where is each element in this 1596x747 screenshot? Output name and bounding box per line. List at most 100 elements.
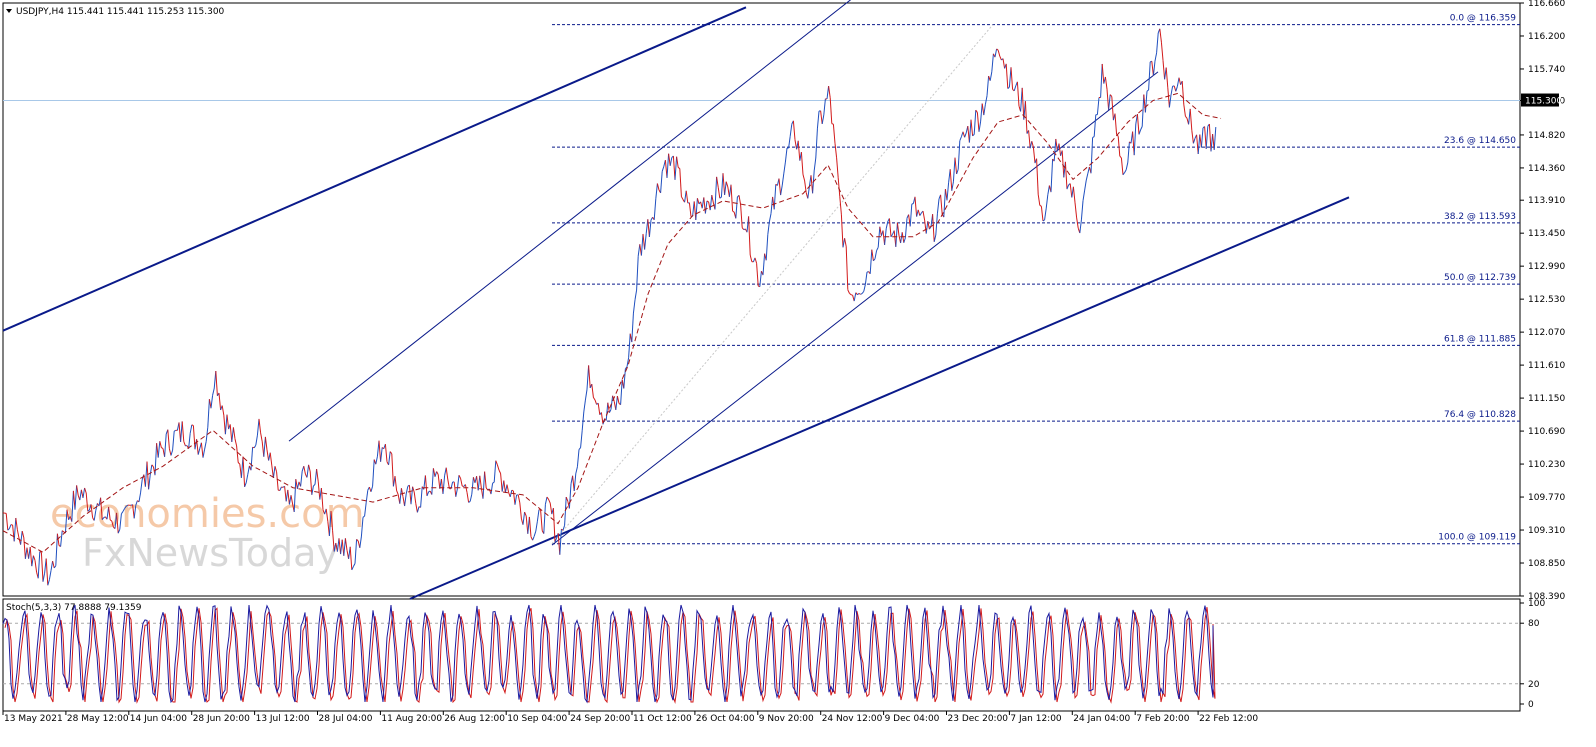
price-segment: [736, 197, 738, 218]
price-segment: [171, 450, 173, 455]
fib-level-label: 38.2 @ 113.593: [1444, 212, 1516, 222]
moving-average-line: [3, 93, 1221, 552]
price-segment: [353, 563, 355, 566]
price-segment: [1073, 187, 1075, 203]
price-segment: [216, 371, 218, 396]
price-segment: [645, 234, 647, 250]
price-segment: [718, 187, 720, 198]
price-segment: [581, 430, 583, 447]
price-segment: [270, 453, 272, 466]
price-segment: [723, 173, 725, 195]
price-segment: [515, 495, 517, 505]
price-tick-label: 113.910: [1528, 196, 1565, 206]
price-segment: [657, 183, 659, 190]
price-segment: [225, 415, 227, 435]
price-segment: [537, 510, 539, 522]
price-segment: [712, 195, 714, 203]
stoch-tick-label: 100: [1528, 599, 1545, 609]
time-tick-label: 9 Dec 04:00: [885, 714, 940, 724]
price-segment: [14, 518, 16, 541]
price-segment: [313, 484, 315, 486]
price-segment: [768, 222, 770, 235]
price-segment: [161, 448, 163, 449]
time-tick-label: 7 Feb 20:00: [1136, 714, 1190, 724]
price-segment: [304, 466, 306, 474]
price-segment: [301, 471, 303, 486]
price-segment: [261, 433, 263, 442]
price-segment: [56, 534, 58, 566]
price-segment: [421, 487, 423, 508]
price-segment: [267, 450, 269, 461]
price-segment: [1193, 138, 1195, 143]
price-segment: [467, 492, 469, 502]
fib-level-label: 100.0 @ 109.119: [1438, 533, 1516, 543]
price-segment: [848, 290, 850, 293]
price-segment: [933, 214, 935, 242]
price-segment: [465, 484, 467, 492]
time-tick-label: 13 Jul 12:00: [256, 714, 310, 724]
price-segment: [789, 136, 791, 148]
price-segment: [1141, 126, 1143, 129]
price-segment: [456, 489, 458, 497]
price-segment: [315, 469, 317, 484]
price-segment: [1163, 60, 1165, 79]
price-tick-label: 110.230: [1528, 460, 1565, 470]
price-segment: [53, 561, 55, 568]
price-segment: [616, 396, 618, 410]
time-tick-label: 7 Jan 12:00: [1010, 714, 1062, 724]
price-segment: [1128, 142, 1130, 163]
price-segment: [1121, 158, 1123, 175]
price-segment: [705, 201, 707, 214]
price-segment: [822, 115, 824, 124]
price-segment: [725, 182, 727, 195]
price-segment: [494, 461, 496, 482]
price-segment: [518, 495, 520, 503]
price-segment: [432, 468, 434, 494]
price-segment: [470, 494, 472, 501]
price-segment: [49, 571, 51, 580]
price-segment: [1037, 159, 1039, 195]
price-segment: [373, 460, 375, 487]
price-segment: [677, 157, 679, 168]
price-segment: [6, 513, 8, 530]
price-segment: [545, 497, 547, 504]
price-segment: [680, 169, 682, 197]
price-segment: [512, 490, 514, 491]
price-segment: [416, 504, 418, 513]
price-segment: [1003, 59, 1005, 69]
price-segment: [715, 177, 717, 210]
price-segment: [497, 465, 499, 470]
price-segment: [902, 232, 904, 242]
price-segment: [1185, 116, 1187, 118]
price-segment: [30, 547, 32, 566]
price-segment: [520, 503, 522, 519]
price-segment: [454, 482, 456, 497]
price-segment: [208, 399, 210, 427]
price-tick-label: 113.450: [1528, 229, 1565, 239]
price-segment: [158, 441, 160, 457]
price-segment: [1109, 95, 1111, 110]
price-segment: [1107, 89, 1109, 110]
price-segment: [1214, 127, 1216, 150]
price-segment: [237, 446, 239, 463]
price-segment: [1206, 126, 1208, 149]
price-segment: [1080, 220, 1082, 233]
price-tick-label: 111.150: [1528, 394, 1565, 404]
price-segment: [704, 197, 706, 213]
price-segment: [574, 474, 576, 491]
price-segment: [1011, 67, 1013, 89]
price-segment: [771, 197, 773, 214]
price-segment: [661, 171, 663, 193]
fib-level-label: 50.0 @ 112.739: [1444, 273, 1516, 283]
price-segment: [493, 482, 495, 483]
price-tick-label: 112.070: [1528, 328, 1565, 338]
time-tick-label: 14 Jun 04:00: [130, 714, 187, 724]
price-segment: [971, 120, 973, 136]
stoch-tick-label: 0: [1528, 700, 1534, 710]
price-segment: [1102, 64, 1104, 84]
price-segment: [750, 255, 752, 262]
price-segment: [1014, 86, 1016, 91]
